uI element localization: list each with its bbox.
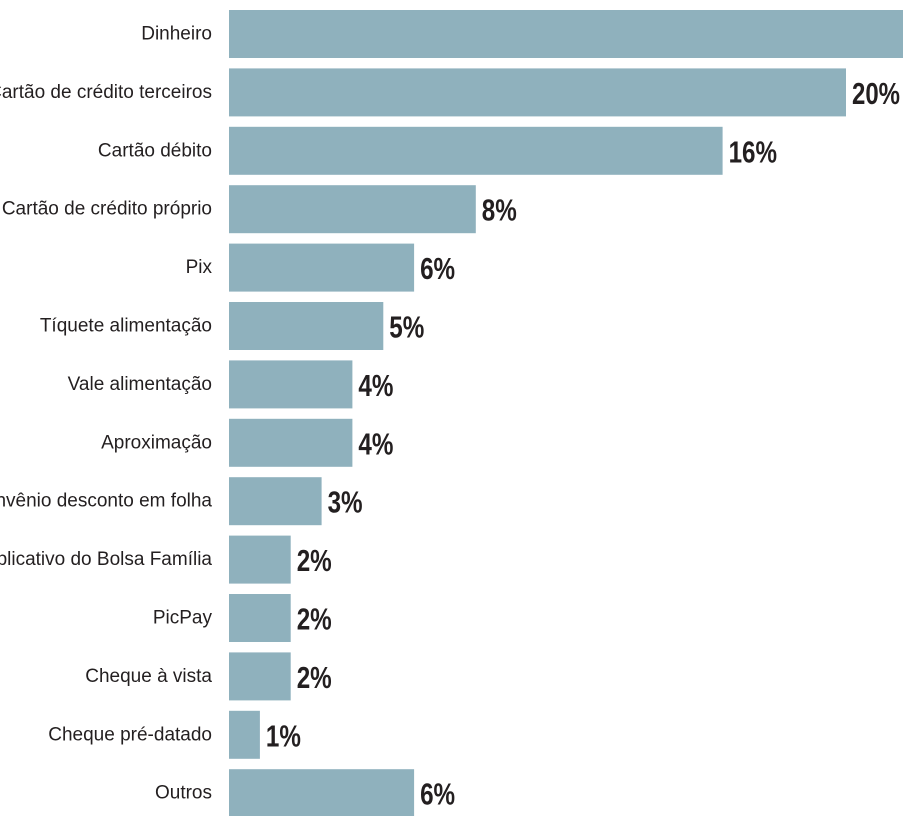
value-label: 4% [358, 368, 393, 403]
value-labels: 22%20%16%8%6%5%4%4%3%2%2%2%1%6% [266, 76, 900, 812]
value-label: 1% [266, 718, 301, 753]
bars-layer [229, 10, 903, 816]
value-label: 2% [297, 660, 332, 695]
category-label: Aplicativo do Bolsa Família [0, 549, 212, 570]
value-label: 5% [389, 310, 424, 345]
bar [229, 68, 846, 117]
category-label: Cartão de crédito próprio [2, 199, 212, 220]
bar [229, 243, 415, 292]
bar [229, 126, 723, 175]
value-label: 8% [482, 193, 517, 228]
value-label: 6% [420, 251, 455, 286]
value-label: 3% [328, 485, 363, 520]
bar [229, 535, 291, 584]
bar [229, 769, 415, 816]
category-label: Cheque pré-datado [48, 724, 212, 745]
category-label: Tíquete alimentação [40, 316, 212, 337]
bar [229, 360, 353, 409]
value-label: 2% [297, 602, 332, 637]
category-label: Aproximação [101, 432, 212, 453]
category-labels: Dinheiro Cartão de crédito terceiros Cartã… [0, 24, 212, 804]
bar [229, 302, 384, 350]
value-label: 4% [358, 426, 393, 461]
category-label: Dinheiro [141, 24, 212, 45]
category-label: Cartão de crédito terceiros [0, 82, 212, 103]
bar [229, 710, 260, 759]
category-label: Outros [155, 783, 212, 804]
value-label: 20% [852, 76, 900, 111]
category-label: Cartão débito [98, 140, 212, 161]
bar [229, 652, 291, 701]
category-label: PicPay [153, 608, 213, 629]
category-label: Cheque à vista [85, 666, 212, 687]
bar [229, 418, 353, 467]
bar [229, 594, 291, 642]
value-label: 16% [729, 134, 777, 169]
category-label: Convênio desconto em folha [0, 491, 212, 512]
bar [229, 185, 476, 234]
category-label: Vale alimentação [68, 374, 212, 395]
value-label: 2% [297, 543, 332, 578]
value-label: 6% [420, 777, 455, 812]
bar [229, 477, 322, 526]
category-label: Pix [186, 257, 213, 278]
bar [229, 10, 903, 58]
